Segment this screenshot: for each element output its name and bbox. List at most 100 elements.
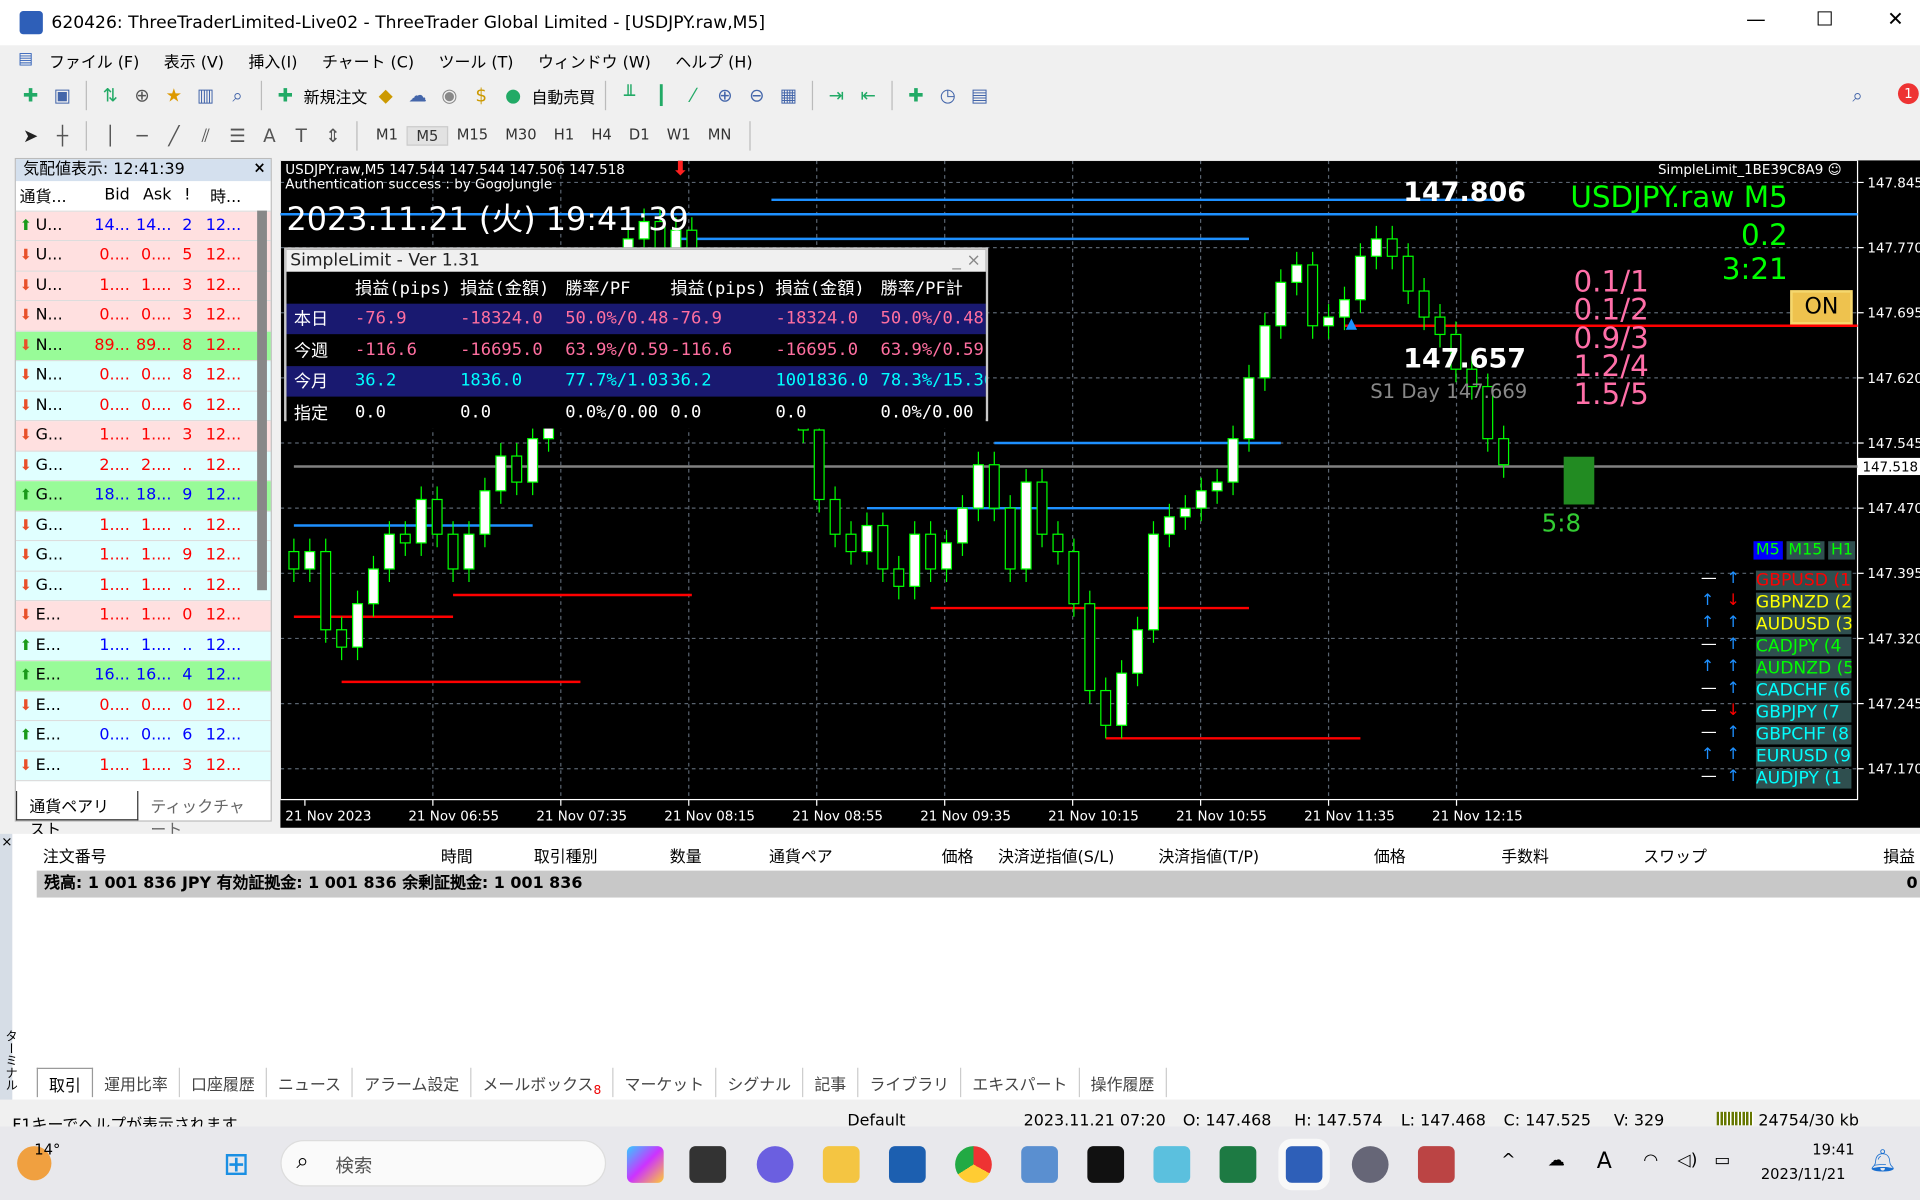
menu-window[interactable]: ウィンドウ (W) [538,53,651,72]
terminal-tab[interactable]: シグナル [716,1067,804,1098]
ea-on-button[interactable]: ON [1790,290,1853,325]
market-watch-row[interactable]: ⬇ N... 0.... 0.... 8 12... [15,361,271,392]
terminal-tab[interactable]: ライブラリ [858,1067,962,1098]
menu-view[interactable]: 表示 (V) [163,53,225,72]
signals-icon[interactable]: ◉ [441,84,458,107]
terminal-column-header[interactable]: 注文番号 [42,848,107,867]
new-order-button[interactable]: 新規注文 [303,88,368,108]
maximize-button[interactable]: ☐ [1815,7,1834,31]
tester-icon[interactable]: ⌕ [232,84,243,107]
terminal-column-header[interactable]: スワップ [1643,848,1707,867]
market-watch-row[interactable]: ⬆ E... 0.... 0.... 6 12... [15,721,271,752]
market-watch-row[interactable]: ⬇ E... 0.... 0.... 0 12... [15,691,271,722]
crosshair-tool-icon[interactable]: ┼ [56,124,68,147]
terminal-column-header[interactable]: 手数料 [1501,848,1549,867]
strength-pair[interactable]: CADJPY (4 [1755,636,1852,657]
market-watch-row[interactable]: ⬇ G... 1.... 1...... 12... [15,571,271,602]
terminal-tab[interactable]: 運用比率 [93,1067,181,1098]
tray-chevron-icon[interactable]: ^ [1501,1151,1516,1171]
tile-icon[interactable]: ▦ [779,84,798,107]
text-icon[interactable]: A [263,124,276,147]
arrows-icon[interactable]: ⇕ [325,124,341,147]
terminal-icon[interactable]: ▥ [197,84,215,107]
market-watch-row[interactable]: ⬇ G... 1.... 1...... 12... [15,511,271,542]
wifi-icon[interactable]: ◠ [1643,1151,1659,1171]
tab-tick-chart[interactable]: ティックチャート [150,798,245,841]
close-button[interactable]: ✕ [1887,7,1904,31]
terminal-column-header[interactable]: 決済指値(T/P) [1158,848,1260,867]
market-watch-row[interactable]: ⬇ G... 1.... 1.... 9 12... [15,541,271,572]
archive-icon[interactable] [1417,1146,1455,1183]
market-watch-scrollbar[interactable] [257,210,267,591]
new-chart-icon[interactable]: ✚ [22,84,39,107]
channel-icon[interactable]: ⫽ [201,124,210,147]
market-icon[interactable]: $ [475,84,488,107]
profiles-icon[interactable]: ▣ [53,84,72,107]
windows-start-icon[interactable]: ⊞ [222,1146,250,1183]
strength-pair[interactable]: EURUSD (9 [1755,746,1852,767]
tab-symbols[interactable]: 通貨ペアリスト [15,791,139,840]
trendline-icon[interactable]: ╱ [168,124,180,147]
strength-pair[interactable]: GBPUSD (1 [1755,570,1852,591]
timeframe-m5[interactable]: M5 [406,126,449,146]
price-chart[interactable]: 147.845 147.770 147.695 147.620 147.545 147.4… [280,160,1920,828]
terminal-column-header[interactable]: 通貨ペア [768,848,833,867]
chart-shift-icon[interactable]: ⇤ [860,84,876,107]
volume-icon[interactable]: ◁) [1677,1151,1698,1171]
strength-pair[interactable]: AUDNZD (5 [1755,658,1852,679]
market-watch-row[interactable]: ⬇ U... 1.... 1.... 3 12... [15,271,271,302]
timeframe-m1[interactable]: M1 [375,126,398,144]
terminal-column-header[interactable]: 損益 [1883,848,1916,867]
balance-row[interactable]: 残高: 1 001 836 JPY 有効証拠金: 1 001 836 余剰証拠金… [36,870,1920,898]
terminal-column-header[interactable]: 価格 [941,848,974,867]
chrome-icon[interactable] [955,1146,992,1183]
market-watch-row[interactable]: ⬇ G... 2.... 2...... 12... [15,451,271,482]
menu-tools[interactable]: ツール (T) [438,53,514,72]
market-watch-row[interactable]: ⬇ N... 0.... 0.... 3 12... [15,301,271,332]
bar-chart-icon[interactable]: ╨ [623,84,635,107]
col-ask[interactable]: Ask [143,186,172,205]
auto-trade-button[interactable]: 自動売買 [531,88,596,108]
terminal-column-header[interactable]: 価格 [1373,848,1406,867]
metatrader-icon[interactable] [1278,1138,1330,1191]
cursor-icon[interactable]: ➤ [22,124,39,147]
market-watch-row[interactable]: ⬇ N... 0.... 0.... 6 12... [15,391,271,422]
terminal-tab[interactable]: 口座履歴 [180,1067,267,1098]
market-watch-row[interactable]: ⬆ G... 18... 18... 9 12... [15,481,271,512]
onedrive-icon[interactable]: ☁ [1547,1151,1565,1171]
auto-trade-icon[interactable]: ● [505,84,522,107]
settings-icon[interactable] [1351,1146,1389,1183]
strength-pair[interactable]: AUDJPY (1 [1755,768,1852,789]
terminal-tab[interactable]: エキスパート [961,1067,1080,1098]
terminal-tab[interactable]: ニュース [267,1067,354,1098]
menu-insert[interactable]: 挿入(I) [248,53,298,72]
copilot-icon[interactable] [626,1146,664,1183]
store-icon[interactable] [888,1146,926,1183]
fibo-icon[interactable]: ☰ [229,124,246,147]
terminal-tab[interactable]: 取引 [36,1067,94,1098]
terminal-column-header[interactable]: 時間 [440,848,473,867]
minimize-button[interactable]: — [1746,7,1766,31]
col-bid[interactable]: Bid [104,186,130,205]
notification-bell-icon[interactable]: 🔔︎ [1868,1148,1897,1175]
chart-tf-button[interactable]: M5 [1753,541,1783,560]
battery-icon[interactable]: ▭ [1714,1151,1731,1171]
market-watch-row[interactable]: ⬆ U... 14... 14... 2 12... [15,211,271,242]
panel-minimize-close[interactable]: _ × [952,251,981,271]
task-view-icon[interactable] [689,1146,727,1183]
col-spread[interactable]: ! [184,186,191,205]
weather-icon[interactable] [17,1146,52,1181]
menu-chart[interactable]: チャート (C) [321,53,415,72]
excel-icon[interactable] [1219,1146,1257,1183]
timeframe-w1[interactable]: W1 [666,126,691,144]
notepad-icon[interactable] [1153,1146,1191,1183]
vertical-line-icon[interactable]: │ [104,124,116,147]
strength-pair[interactable]: AUDUSD (3 [1755,614,1852,635]
terminal-column-header[interactable]: 数量 [669,848,702,867]
clock-time[interactable]: 19:41 [1812,1141,1855,1159]
timeframe-h4[interactable]: H4 [591,126,612,144]
crosshair-icon[interactable]: ⊕ [134,84,150,107]
timeframe-m30[interactable]: M30 [505,126,537,144]
timeframe-d1[interactable]: D1 [628,126,650,144]
col-symbol[interactable]: 通貨... [19,188,67,208]
